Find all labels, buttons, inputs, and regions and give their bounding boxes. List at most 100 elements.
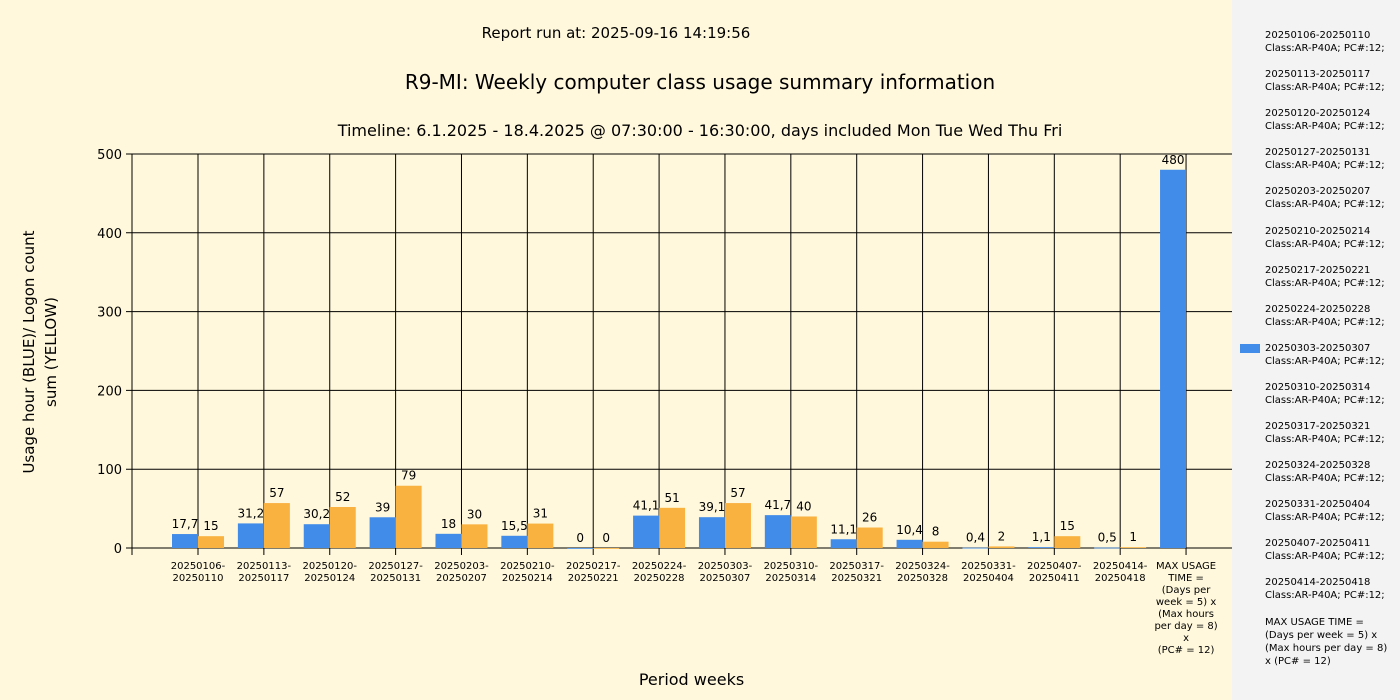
bar-logon-count: [329, 507, 356, 548]
legend-period: 20250113-20250117: [1265, 69, 1371, 81]
bar-logon-count: [659, 507, 686, 548]
bar-usage-hour: [698, 517, 725, 548]
legend-class: Class:AR-P40A; PC#:12;: [1265, 160, 1385, 172]
bar-usage-hour: [1028, 547, 1055, 548]
legend-period: 20250224-20250228: [1265, 303, 1371, 315]
legend-class: Class:AR-P40A; PC#:12;: [1265, 551, 1385, 563]
data-label: 1: [1129, 530, 1137, 544]
y-tick-label: 200: [97, 384, 122, 399]
data-label: 17,7: [172, 517, 199, 531]
legend-max-note: MAX USAGE TIME = (Days per week = 5) x (…: [1265, 617, 1388, 667]
timeline-subtitle: Timeline: 6.1.2025 - 18.4.2025 @ 07:30:0…: [337, 121, 1063, 140]
legend-period: 20250303-20250307: [1265, 342, 1371, 354]
x-tick-label: 20250106- 20250110: [170, 561, 226, 584]
y-tick-label: 100: [97, 463, 122, 478]
legend-item: 20250210-20250214 Class:AR-P40A; PC#:12;: [1265, 225, 1385, 251]
data-label: 57: [730, 486, 745, 500]
legend-item: 20250310-20250314 Class:AR-P40A; PC#:12;: [1265, 381, 1385, 407]
x-tick-label: 20250127- 20250131: [368, 561, 423, 584]
legend-item: 20250106-20250110 Class:AR-P40A; PC#:12;: [1265, 29, 1385, 55]
data-label: 480: [1162, 153, 1185, 167]
data-label: 10,4: [896, 523, 923, 537]
legend-item: 20250324-20250328 Class:AR-P40A; PC#:12;: [1265, 459, 1385, 485]
bar-usage-hour: [962, 547, 989, 549]
legend-item: 20250331-20250404 Class:AR-P40A; PC#:12;: [1265, 498, 1385, 524]
x-tick-label: 20250407- 20250411: [1027, 561, 1082, 584]
legend-class: Class:AR-P40A; PC#:12;: [1265, 590, 1385, 602]
data-label: 18: [441, 517, 456, 531]
legend-class: Class:AR-P40A; PC#:12;: [1265, 277, 1385, 289]
bar-logon-count: [198, 536, 224, 548]
bar-logon-count: [395, 485, 422, 548]
legend-period: 20250317-20250321: [1265, 421, 1371, 432]
data-label: 79: [401, 469, 416, 483]
data-label: 52: [335, 490, 350, 504]
bar-usage-hour: [896, 539, 923, 548]
legend-item: 20250120-20250124 Class:AR-P40A; PC#:12;: [1265, 107, 1385, 133]
legend-period: 20250210-20250214: [1265, 225, 1371, 237]
data-label: 2: [998, 529, 1006, 543]
legend-item: 20250407-20250411 Class:AR-P40A; PC#:12;: [1265, 537, 1385, 563]
legend: 20250106-20250110 Class:AR-P40A; PC#:12; 2…: [1232, 0, 1400, 700]
x-tick-label: 20250317- 20250321: [829, 561, 884, 584]
legend-period: 20250217-20250221: [1265, 264, 1371, 276]
x-tick-label: 20250310- 20250314: [763, 561, 819, 584]
x-tick-label: 20250303- 20250307: [697, 561, 753, 584]
bar-logon-count: [461, 524, 488, 548]
legend-period: 20250407-20250411: [1265, 538, 1371, 550]
bar-logon-count: [1054, 536, 1081, 548]
bar-usage-hour: [369, 517, 396, 548]
data-label: 41,7: [764, 498, 791, 512]
data-label: 15,5: [501, 519, 528, 533]
bar-logon-count: [856, 527, 883, 548]
legend-item: 20250127-20250131 Class:AR-P40A; PC#:12;: [1265, 146, 1385, 172]
data-label: 0: [576, 531, 584, 545]
x-tick-label: MAX USAGE TIME = (Days per week = 5) x (Max …: [1154, 561, 1218, 656]
x-tick-label: 20250324- 20250328: [895, 561, 950, 584]
legend-item: 20250224-20250228 Class:AR-P40A; PC#:12;: [1265, 303, 1385, 329]
data-label: 31: [533, 507, 548, 521]
bar-logon-count: [790, 516, 817, 548]
legend-item: 20250113-20250117 Class:AR-P40A; PC#:12;: [1265, 68, 1385, 94]
data-label: 11,1: [830, 522, 857, 536]
bar-usage-hour: [1094, 547, 1121, 549]
bar-usage-hour: [435, 533, 462, 548]
data-label: 41,1: [633, 499, 660, 513]
legend-class: Class:AR-P40A; PC#:12;: [1265, 199, 1385, 211]
bar-logon-count: [1120, 547, 1147, 549]
bar-logon-count: [593, 548, 620, 549]
bar-usage-hour: [830, 539, 857, 548]
legend-period: 20250203-20250207: [1265, 186, 1371, 198]
legend-period: 20250414-20250418: [1265, 577, 1371, 589]
bar-usage-hour: [172, 534, 198, 548]
data-label: 30: [467, 507, 482, 521]
data-label: 51: [664, 491, 679, 505]
data-label: 0: [602, 531, 610, 545]
chart-title: R9-MI: Weekly computer class usage summa…: [404, 70, 996, 94]
x-tick-label: 20250224- 20250228: [631, 561, 687, 584]
y-tick-label: 500: [97, 148, 122, 163]
data-label: 30,2: [303, 507, 330, 521]
bar-usage-hour: [764, 515, 791, 548]
data-label: 57: [269, 486, 284, 500]
data-label: 31,2: [238, 506, 265, 520]
data-label: 0,4: [966, 531, 985, 545]
bar-usage-hour: [303, 524, 330, 548]
legend-class: Class:AR-P40A; PC#:12;: [1265, 355, 1385, 367]
y-tick-label: 0: [114, 542, 122, 557]
bar-logon-count: [527, 523, 554, 548]
bar-logon-count: [724, 503, 751, 548]
legend-item: 20250303-20250307 Class:AR-P40A; PC#:12;: [1265, 342, 1385, 368]
x-tick-label: 20250414- 20250418: [1092, 561, 1148, 584]
legend-class: Class:AR-P40A; PC#:12;: [1265, 394, 1385, 406]
y-tick-label: 400: [97, 227, 122, 242]
report-run-at: Report run at: 2025-09-16 14:19:56: [481, 24, 751, 42]
legend-period: 20250310-20250314: [1265, 381, 1371, 393]
legend-class: Class:AR-P40A; PC#:12;: [1265, 43, 1385, 54]
legend-item: 20250414-20250418 Class:AR-P40A; PC#:12;: [1265, 576, 1385, 602]
x-tick-label: 20250203- 20250207: [434, 561, 489, 584]
legend-class: Class:AR-P40A; PC#:12;: [1265, 238, 1385, 250]
x-tick-label: 20250113- 20250117: [236, 561, 292, 584]
legend-period: 20250331-20250404: [1265, 499, 1371, 511]
